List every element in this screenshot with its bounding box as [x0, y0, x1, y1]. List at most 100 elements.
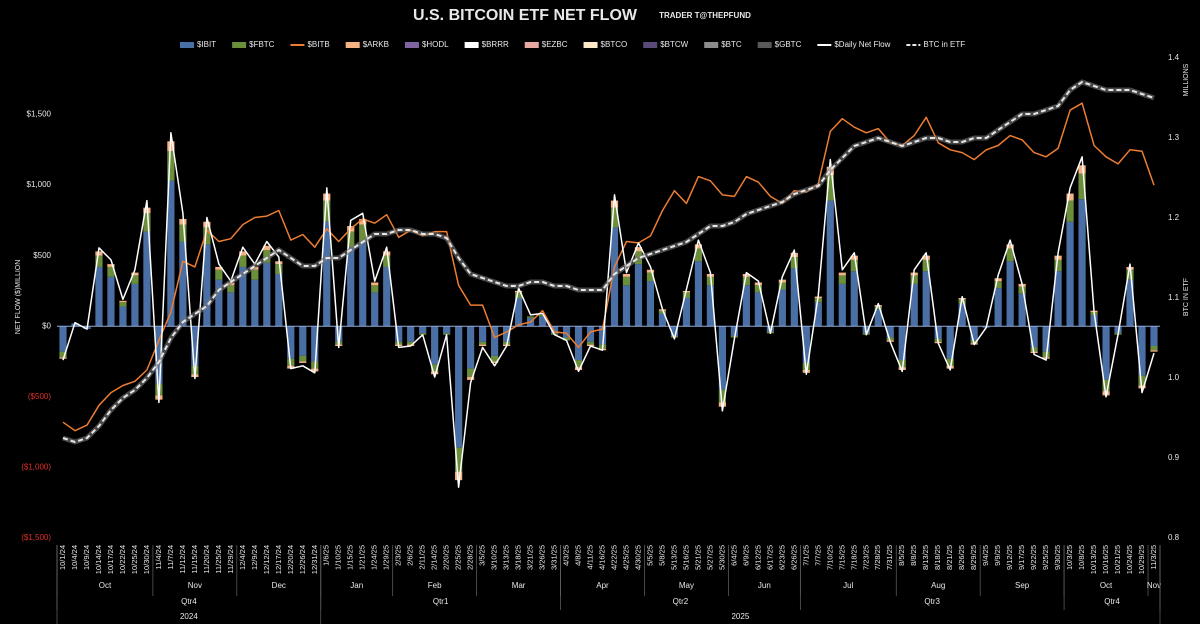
bar [958, 303, 966, 327]
group-label: 2024 [180, 612, 198, 621]
legend-item: $Daily Net Flow [817, 40, 891, 49]
bar [874, 306, 882, 310]
x-tick-label: 7/31/25 [885, 545, 894, 570]
legend-label: $IBIT [197, 40, 216, 49]
bar [1006, 248, 1014, 262]
bar [586, 326, 595, 342]
bar [431, 371, 439, 375]
x-tick-label: 5/8/25 [657, 545, 666, 566]
legend-swatch [404, 42, 419, 48]
x-tick-label: 12/26/24 [298, 545, 307, 574]
x-tick-label: 10/9/24 [82, 545, 91, 570]
legend-item: BTC in ETF [906, 40, 965, 49]
x-tick-label: 3/5/25 [478, 545, 487, 566]
bar [598, 326, 607, 345]
bar [694, 248, 703, 262]
x-tick-label: 7/1/25 [801, 545, 810, 566]
x-tick-label: 7/18/25 [849, 545, 858, 570]
bar [1150, 346, 1158, 351]
bar [455, 447, 463, 472]
legend-label: $BTCW [660, 40, 688, 49]
bar [395, 326, 403, 342]
y2-tick-label: 1.1 [1168, 293, 1180, 302]
y2-tick-label: 0.9 [1168, 453, 1180, 462]
y-tick-label: $500 [33, 251, 51, 260]
legend-label: $GBTC [775, 40, 802, 49]
x-tick-label: 4/3/25 [562, 545, 571, 566]
bar [227, 292, 235, 327]
x-tick-label: 4/22/25 [609, 545, 618, 570]
bar [167, 151, 175, 181]
bar [934, 326, 942, 339]
bar [443, 326, 451, 334]
bar [299, 355, 307, 362]
bar [407, 326, 415, 342]
bar [718, 326, 726, 390]
bar [95, 255, 103, 267]
x-tick-label: 10/13/25 [1089, 545, 1098, 574]
group-label: Aug [931, 581, 945, 590]
x-tick-label: 7/10/25 [825, 545, 834, 570]
bar [299, 326, 307, 356]
legend-label: $ARKB [363, 40, 389, 49]
bar [802, 326, 810, 363]
bar [203, 244, 211, 327]
x-tick-label: 10/16/25 [1101, 545, 1110, 574]
group-label: Jan [350, 581, 363, 590]
bar [742, 285, 750, 327]
x-tick-label: 8/29/25 [969, 545, 978, 570]
x-tick-label: 11/25/24 [214, 545, 223, 574]
bar [754, 285, 762, 293]
x-tick-label: 10/4/24 [70, 545, 79, 570]
x-tick-label: 5/16/25 [681, 545, 690, 570]
bar [347, 247, 355, 327]
bar [778, 279, 786, 283]
group-label: Mar [512, 581, 526, 590]
chart-subtitle: TRADER T@THEPFUND [659, 11, 751, 20]
x-tick-label: 11/3/25 [1149, 545, 1158, 569]
bar [107, 264, 115, 267]
bar [107, 276, 115, 327]
bar [1018, 293, 1026, 327]
bar [287, 326, 295, 359]
bar [467, 326, 475, 369]
legend-item: $BTC [704, 40, 742, 49]
y2-tick-label: 1.3 [1168, 133, 1180, 142]
legend-item: $HODL [404, 40, 449, 49]
bar [514, 292, 523, 298]
group-label: Nov [188, 581, 202, 590]
x-tick-label: 11/15/24 [190, 545, 199, 574]
bar [838, 283, 846, 327]
bar [359, 241, 367, 327]
bar [179, 224, 187, 242]
legend-item: $IBIT [180, 40, 216, 49]
y-tick-label: $1,500 [27, 110, 52, 119]
bar [526, 316, 535, 318]
legend-swatch [704, 42, 719, 48]
bar [1138, 326, 1146, 376]
x-tick-label: 12/9/24 [250, 545, 259, 570]
bar [275, 274, 283, 327]
legend-label: $Daily Net Flow [834, 40, 890, 49]
legend-swatch [524, 42, 539, 48]
bar [562, 337, 571, 341]
x-tick-label: 10/29/25 [1137, 545, 1146, 574]
bar [467, 377, 475, 380]
x-tick-label: 12/17/24 [274, 545, 283, 574]
x-tick-label: 5/13/25 [669, 545, 678, 570]
group-label: Qtr4 [181, 597, 197, 606]
bar [922, 259, 930, 272]
x-tick-label: 2/3/25 [394, 545, 403, 566]
y2-tick-label: 1.4 [1168, 53, 1180, 62]
group-label: May [679, 581, 694, 590]
x-tick-label: 8/26/25 [957, 545, 966, 570]
x-tick-label: 3/10/25 [490, 545, 499, 570]
group-label: Oct [99, 581, 112, 590]
legend-label: $EZBC [542, 40, 568, 49]
y-tick-label: $1,000 [27, 180, 52, 189]
x-tick-label: 10/3/25 [1065, 545, 1074, 570]
x-tick-label: 9/30/25 [1053, 545, 1062, 570]
bar [1114, 326, 1122, 334]
x-tick-label: 10/8/25 [1077, 545, 1086, 570]
x-tick-label: 11/4/24 [154, 545, 163, 569]
